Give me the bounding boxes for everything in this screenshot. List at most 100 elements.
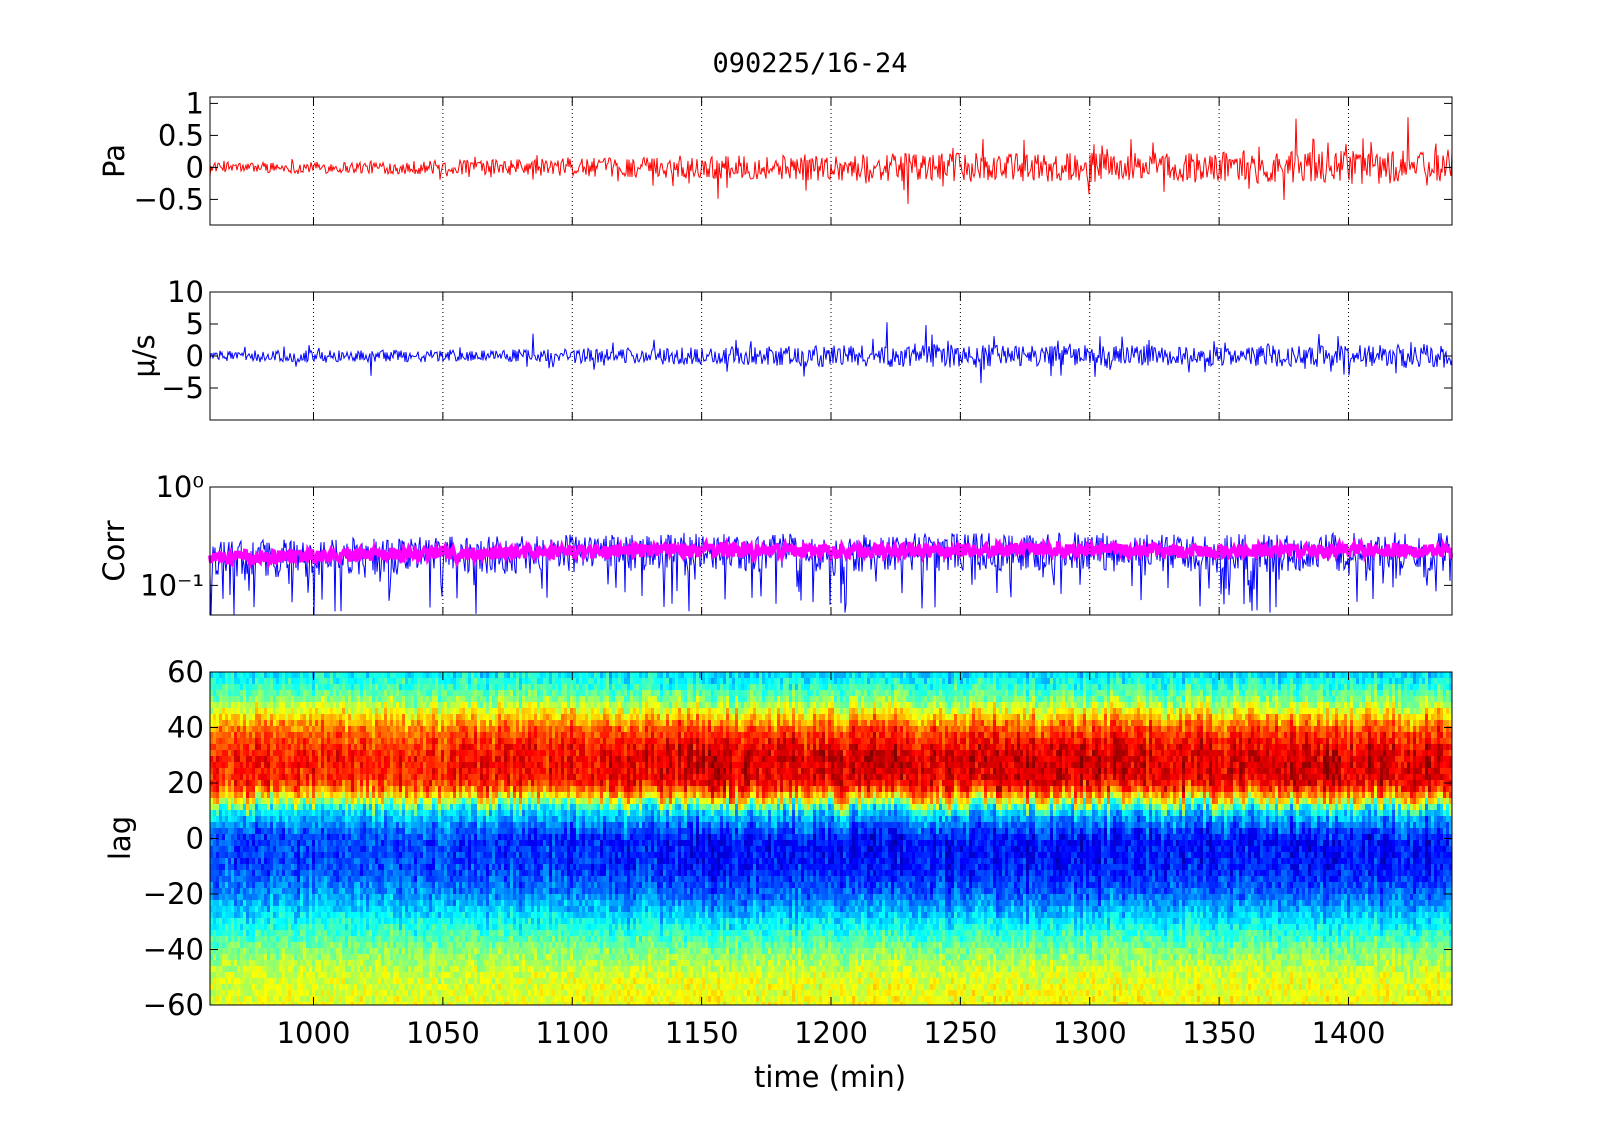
heatmap-cell bbox=[330, 918, 333, 924]
heatmap-cell bbox=[267, 798, 270, 804]
heatmap-cell bbox=[303, 762, 306, 768]
heatmap-cell bbox=[327, 822, 330, 828]
heatmap-cell bbox=[324, 804, 327, 810]
heatmap-cell bbox=[456, 756, 459, 762]
heatmap-cell bbox=[327, 756, 330, 762]
heatmap-cell bbox=[333, 858, 336, 864]
heatmap-cell bbox=[285, 786, 288, 792]
heatmap-cell bbox=[396, 774, 399, 780]
heatmap-cell bbox=[279, 876, 282, 882]
heatmap-cell bbox=[339, 738, 342, 744]
heatmap-cell bbox=[324, 756, 327, 762]
heatmap-cell bbox=[267, 732, 270, 738]
heatmap-cell bbox=[456, 942, 459, 948]
heatmap-cell bbox=[321, 888, 324, 894]
heatmap-cell bbox=[372, 960, 375, 966]
heatmap-cell bbox=[357, 798, 360, 804]
heatmap-cell bbox=[234, 942, 237, 948]
heatmap-cell bbox=[297, 990, 300, 996]
heatmap-cell bbox=[411, 744, 414, 750]
heatmap-cell bbox=[441, 840, 444, 846]
heatmap-cell bbox=[222, 972, 225, 978]
heatmap-cell bbox=[351, 864, 354, 870]
heatmap-cell bbox=[219, 966, 222, 972]
heatmap-cell bbox=[417, 834, 420, 840]
heatmap-cell bbox=[405, 744, 408, 750]
heatmap-cell bbox=[243, 744, 246, 750]
heatmap-cell bbox=[219, 678, 222, 684]
heatmap-cell bbox=[399, 924, 402, 930]
heatmap-cell bbox=[357, 906, 360, 912]
heatmap-cell bbox=[390, 672, 393, 678]
heatmap-cell bbox=[387, 936, 390, 942]
heatmap-cell bbox=[273, 696, 276, 702]
heatmap-cell bbox=[225, 846, 228, 852]
heatmap-cell bbox=[249, 960, 252, 966]
heatmap-cell bbox=[285, 690, 288, 696]
heatmap-cell bbox=[255, 840, 258, 846]
heatmap-cell bbox=[246, 834, 249, 840]
heatmap-cell bbox=[246, 768, 249, 774]
heatmap-cell bbox=[315, 762, 318, 768]
heatmap-cell bbox=[216, 774, 219, 780]
heatmap-cell bbox=[351, 738, 354, 744]
heatmap-cell bbox=[384, 996, 387, 1002]
heatmap-cell bbox=[258, 894, 261, 900]
heatmap-cell bbox=[453, 846, 456, 852]
heatmap-cell bbox=[462, 678, 465, 684]
heatmap-cell bbox=[306, 882, 309, 888]
heatmap-cell bbox=[237, 804, 240, 810]
heatmap-cell bbox=[360, 894, 363, 900]
heatmap-cell bbox=[384, 792, 387, 798]
heatmap-cell bbox=[294, 834, 297, 840]
heatmap-cell bbox=[231, 900, 234, 906]
heatmap-cell bbox=[354, 930, 357, 936]
heatmap-cell bbox=[288, 930, 291, 936]
heatmap-cell bbox=[210, 792, 213, 798]
heatmap-cell bbox=[399, 684, 402, 690]
heatmap-cell bbox=[261, 864, 264, 870]
heatmap-cell bbox=[405, 954, 408, 960]
heatmap-cell bbox=[261, 846, 264, 852]
heatmap-cell bbox=[345, 972, 348, 978]
heatmap-cell bbox=[441, 894, 444, 900]
heatmap-cell bbox=[417, 888, 420, 894]
heatmap-cell bbox=[414, 936, 417, 942]
heatmap-cell bbox=[375, 768, 378, 774]
heatmap-cell bbox=[222, 930, 225, 936]
heatmap-cell bbox=[375, 714, 378, 720]
heatmap-cell bbox=[276, 888, 279, 894]
heatmap-cell bbox=[423, 990, 426, 996]
heatmap-cell bbox=[345, 924, 348, 930]
heatmap-cell bbox=[315, 702, 318, 708]
heatmap-cell bbox=[288, 894, 291, 900]
heatmap-cell bbox=[219, 894, 222, 900]
heatmap-cell bbox=[264, 954, 267, 960]
heatmap-cell bbox=[321, 960, 324, 966]
heatmap-cell bbox=[336, 804, 339, 810]
heatmap-cell bbox=[219, 708, 222, 714]
heatmap-cell bbox=[249, 930, 252, 936]
heatmap-cell bbox=[312, 708, 315, 714]
heatmap-cell bbox=[399, 786, 402, 792]
heatmap-cell bbox=[342, 738, 345, 744]
heatmap-cell bbox=[228, 906, 231, 912]
heatmap-cell bbox=[306, 918, 309, 924]
heatmap-cell bbox=[393, 972, 396, 978]
heatmap-cell bbox=[414, 834, 417, 840]
heatmap-cell bbox=[402, 678, 405, 684]
heatmap-cell bbox=[252, 828, 255, 834]
heatmap-cell bbox=[372, 786, 375, 792]
heatmap-cell bbox=[387, 894, 390, 900]
heatmap-cell bbox=[438, 906, 441, 912]
heatmap-cell bbox=[318, 834, 321, 840]
heatmap-cell bbox=[453, 690, 456, 696]
heatmap-cell bbox=[300, 990, 303, 996]
heatmap-cell bbox=[396, 714, 399, 720]
heatmap-cell bbox=[399, 750, 402, 756]
heatmap-cell bbox=[369, 864, 372, 870]
heatmap-cell bbox=[375, 852, 378, 858]
heatmap-cell bbox=[456, 708, 459, 714]
heatmap-cell bbox=[345, 990, 348, 996]
heatmap-cell bbox=[420, 792, 423, 798]
